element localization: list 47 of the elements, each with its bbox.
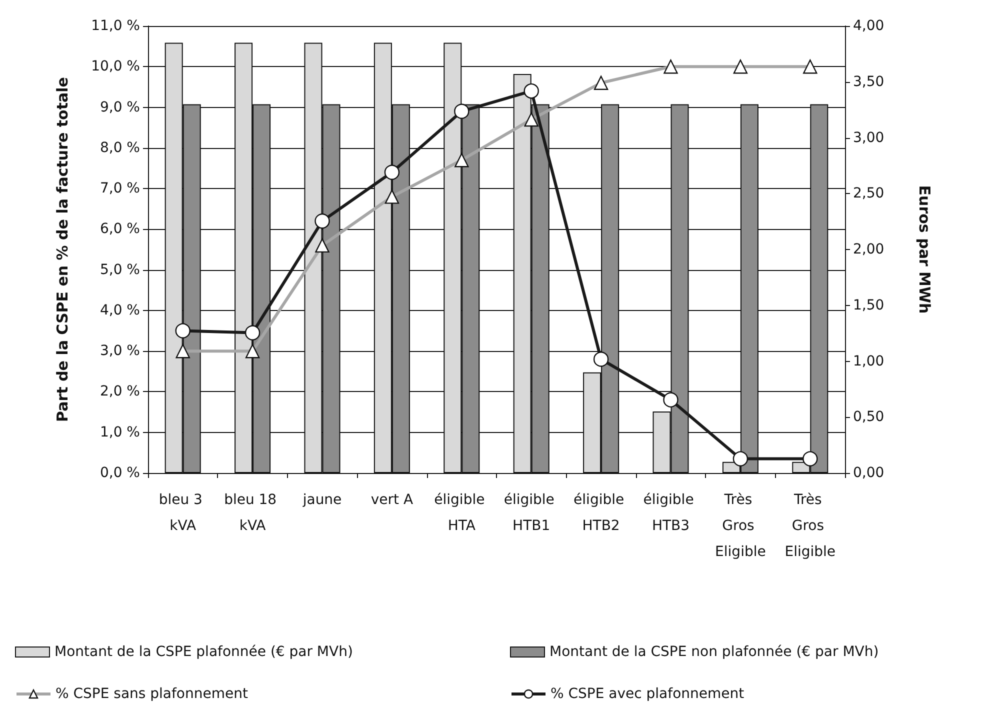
y-axis-title: Part de la CSPE en % de la facture totale xyxy=(54,77,72,422)
point xyxy=(593,352,609,367)
y2-tick-label: 2,50 xyxy=(853,186,884,202)
x-tick-label: éligible HTB2 xyxy=(574,492,629,534)
legend-label: % CSPE avec plafonnement xyxy=(550,686,745,702)
y2-axis-title: Euros par MWh xyxy=(916,185,934,314)
point xyxy=(314,213,330,229)
y2-tick-label: 3,00 xyxy=(853,130,884,146)
point xyxy=(454,104,470,119)
x-tick-label: Très Gros Eligible xyxy=(715,492,766,560)
point xyxy=(732,451,748,466)
x-tick-label: bleu 3 kVA xyxy=(158,492,207,534)
y2-tick-label: 2,00 xyxy=(853,242,884,258)
y2-tick-label: 4,00 xyxy=(853,18,884,34)
y-tick-label: 4,0 % xyxy=(100,302,140,318)
y-tick-label: 3,0 % xyxy=(100,343,140,360)
x-tick-label: éligible HTB3 xyxy=(643,492,698,534)
y-tick-label: 8,0 % xyxy=(100,140,140,156)
point xyxy=(175,323,190,338)
y2-tick-label: 1,50 xyxy=(853,297,884,314)
y-tick-label: 5,0 % xyxy=(100,262,140,278)
y-tick-label: 10,0 % xyxy=(91,58,140,75)
y2-tick-label: 0,50 xyxy=(853,409,884,426)
y-tick-label: 2,0 % xyxy=(100,384,140,400)
point xyxy=(802,451,818,466)
point xyxy=(384,164,400,180)
point xyxy=(524,83,539,99)
y-tick-label: 9,0 % xyxy=(100,99,140,116)
y2-tick-label: 1,00 xyxy=(853,353,884,370)
y2-tick-label: 0,00 xyxy=(853,465,884,481)
x-tick-label: jaune xyxy=(302,492,342,508)
y-tick-label: 1,0 % xyxy=(100,424,140,440)
legend-label: % CSPE sans plafonnement xyxy=(56,686,248,702)
legend-label: Montant de la CSPE plafonnée (€ par MVh) xyxy=(54,644,353,660)
x-tick-label: Très Gros Eligible xyxy=(784,492,836,560)
x-tick-label: vert A xyxy=(370,492,414,508)
y2-tick-label: 3,50 xyxy=(853,74,884,90)
y-tick-label: 6,0 % xyxy=(100,221,140,238)
x-tick-label: éligible HTA xyxy=(434,492,490,534)
x-tick-label: bleu 18 kVA xyxy=(224,492,282,534)
y-tick-label: 7,0 % xyxy=(100,180,140,197)
y-tick-label: 0,0 % xyxy=(100,465,140,481)
point xyxy=(663,392,678,408)
x-tick-label: éligible HTB1 xyxy=(504,492,559,534)
point xyxy=(244,325,260,340)
y-tick-label: 11,0 % xyxy=(91,18,140,34)
legend-label: Montant de la CSPE non plafonnée (€ par MVh) xyxy=(550,644,879,660)
